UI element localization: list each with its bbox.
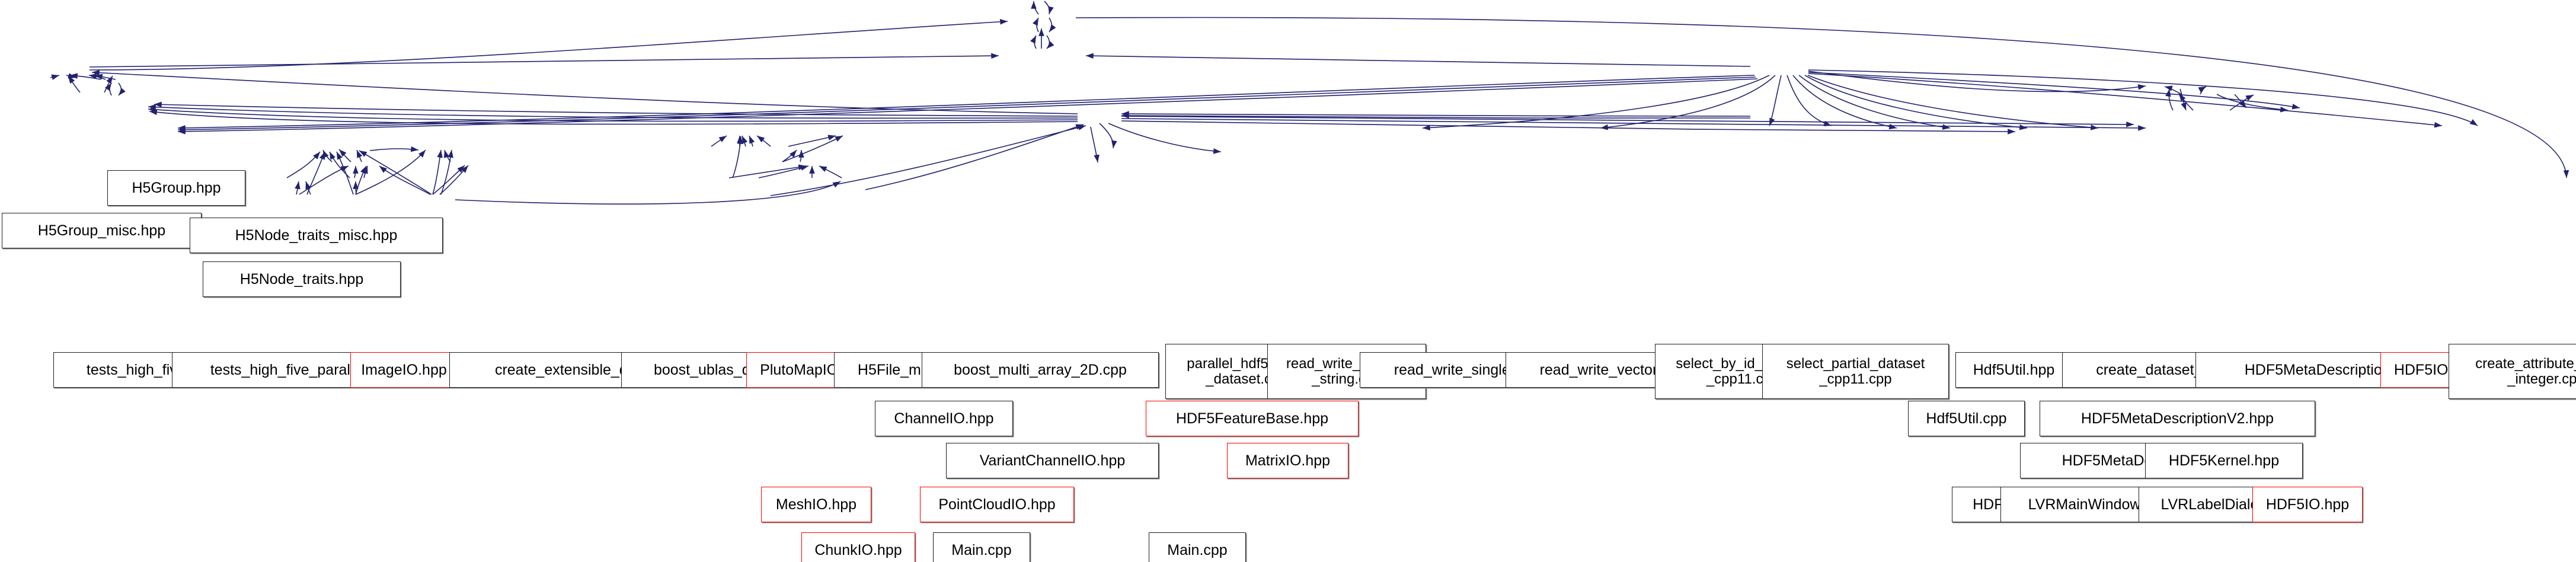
graph-node-label: H5Group.hpp <box>132 179 221 196</box>
graph-node-label: H5Node_traits_misc.hpp <box>235 226 398 244</box>
graph-node-label: PointCloudIO.hpp <box>938 496 1056 513</box>
graph-node-select-partial-dataset-cpp11-cpp[interactable]: select_partial_dataset _cpp11.cpp <box>1762 344 1949 399</box>
graph-node-label: Main.cpp <box>1167 541 1228 558</box>
graph-node-main-cpp[interactable]: Main.cpp <box>1149 532 1246 562</box>
graph-node-label: boost_multi_array_2D.cpp <box>954 361 1127 378</box>
graph-node-label: MatrixIO.hpp <box>1245 452 1331 469</box>
graph-node-boost-multi-array-2d-cpp[interactable]: boost_multi_array_2D.cpp <box>922 352 1159 388</box>
graph-node-label: select_partial_dataset _cpp11.cpp <box>1786 355 1925 387</box>
graph-node-label: create_attribute_string _integer.cpp <box>2475 355 2576 387</box>
graph-node-h5group-hpp[interactable]: H5Group.hpp <box>107 170 245 206</box>
graph-node-hdf5metadescriptionv2-hpp[interactable]: HDF5MetaDescriptionV2.hpp <box>2040 401 2315 436</box>
graph-node-label: ChannelIO.hpp <box>894 410 994 427</box>
graph-node-h5node-traits-misc-hpp[interactable]: H5Node_traits_misc.hpp <box>190 218 443 253</box>
graph-node-label: H5Node_traits.hpp <box>239 270 364 288</box>
graph-node-main-cpp[interactable]: Main.cpp <box>933 532 1030 562</box>
graph-node-hdf5util-hpp[interactable]: Hdf5Util.hpp <box>1955 352 2072 388</box>
graph-node-label: Hdf5Util.hpp <box>1973 361 2055 378</box>
graph-node-variantchannelio-hpp[interactable]: VariantChannelIO.hpp <box>946 443 1159 478</box>
graph-node-label: Hdf5Util.cpp <box>1926 410 2007 427</box>
graph-node-hdf5io-hpp[interactable]: HDF5IO.hpp <box>2252 487 2363 522</box>
graph-node-label: MeshIO.hpp <box>775 496 857 513</box>
graph-node-label: ChunkIO.hpp <box>814 541 902 558</box>
graph-node-h5node-traits-hpp[interactable]: H5Node_traits.hpp <box>203 261 401 297</box>
graph-node-label: ImageIO.hpp <box>361 361 447 378</box>
graph-node-create-attribute-string-integer-cpp[interactable]: create_attribute_string _integer.cpp <box>2449 344 2576 399</box>
graph-node-channelio-hpp[interactable]: ChannelIO.hpp <box>875 401 1013 436</box>
graph-node-hdf5util-cpp[interactable]: Hdf5Util.cpp <box>1908 401 2025 436</box>
graph-node-hdf5featurebase-hpp[interactable]: HDF5FeatureBase.hpp <box>1146 401 1359 436</box>
graph-node-meshio-hpp[interactable]: MeshIO.hpp <box>761 487 871 522</box>
graph-node-pointcloudio-hpp[interactable]: PointCloudIO.hpp <box>920 487 1074 522</box>
graph-node-label: Main.cpp <box>951 541 1012 558</box>
graph-node-matrixio-hpp[interactable]: MatrixIO.hpp <box>1227 443 1348 478</box>
graph-node-label: HDF5IO.hpp <box>2265 496 2350 513</box>
graph-node-label: H5Group_misc.hpp <box>37 222 166 239</box>
graph-node-label: HDF5MetaDescriptionV2.hpp <box>2080 410 2274 427</box>
graph-node-h5group-misc-hpp[interactable]: H5Group_misc.hpp <box>2 213 202 248</box>
graph-node-label: HDF5Kernel.hpp <box>2168 452 2280 469</box>
graph-node-label: VariantChannelIO.hpp <box>979 452 1126 469</box>
graph-node-chunkio-hpp[interactable]: ChunkIO.hpp <box>801 532 915 562</box>
graph-node-hdf5kernel-hpp[interactable]: HDF5Kernel.hpp <box>2145 443 2303 478</box>
graph-node-label: HDF5FeatureBase.hpp <box>1175 410 1329 427</box>
graph-node-imageio-hpp[interactable]: ImageIO.hpp <box>350 352 458 388</box>
